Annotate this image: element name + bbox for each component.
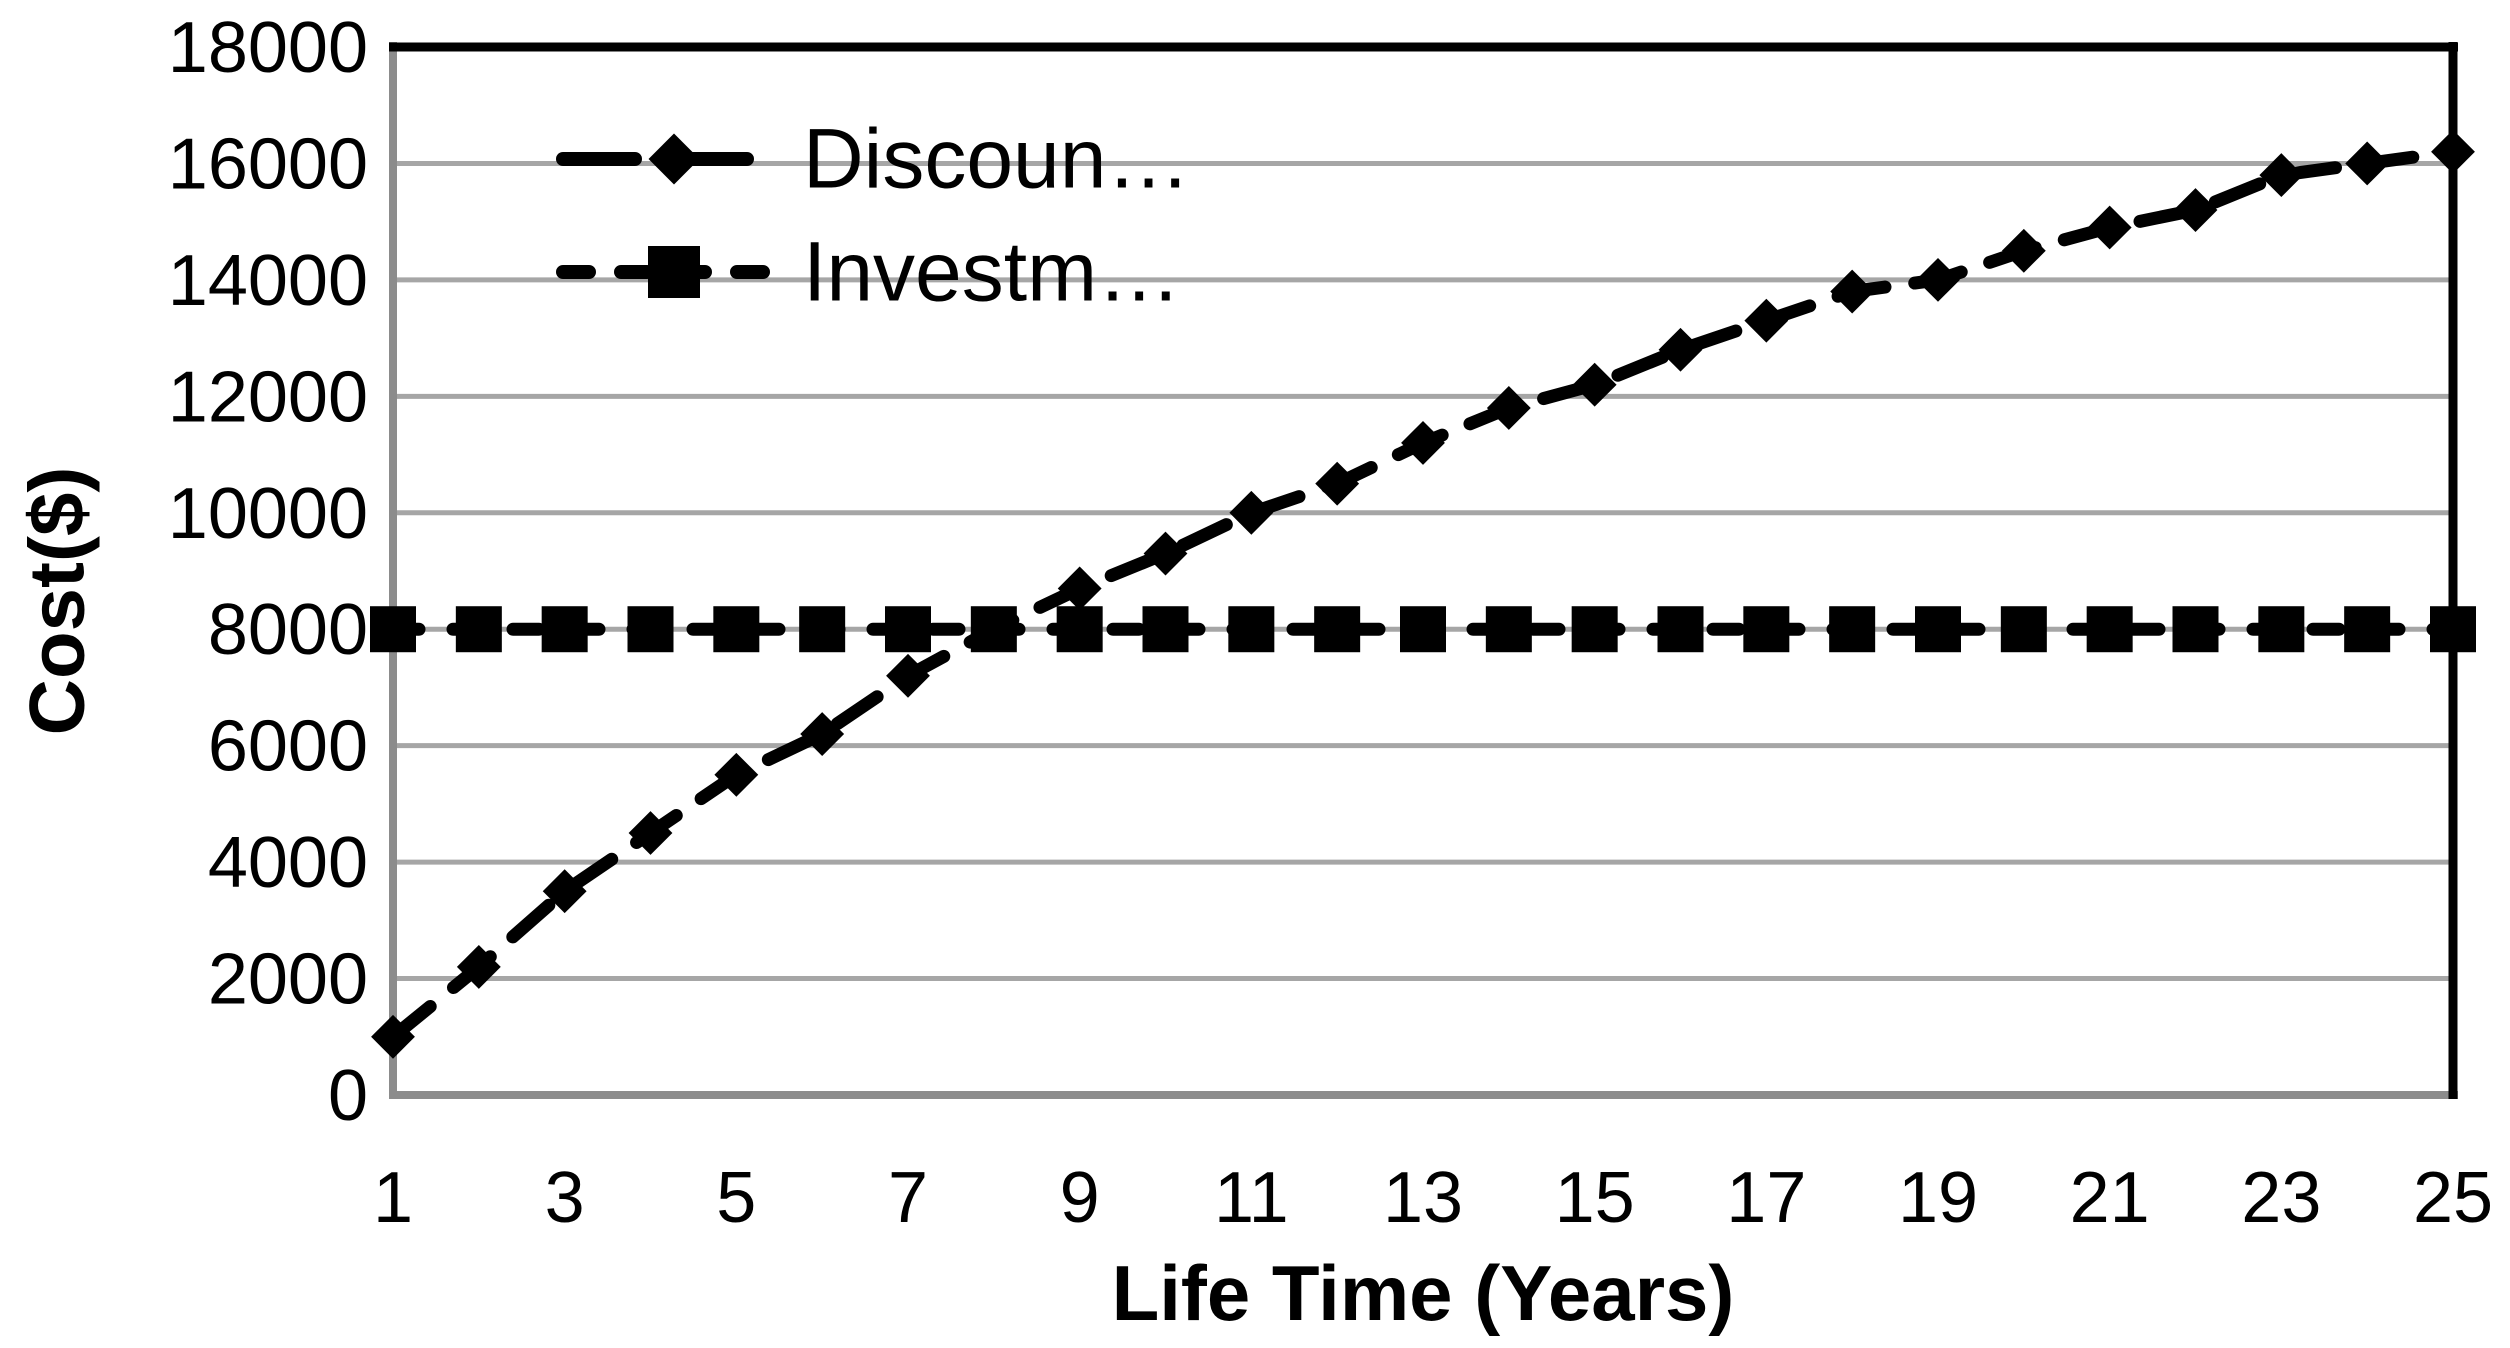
- y-tick-label: 18000: [168, 8, 368, 88]
- square-marker: [2000, 606, 2047, 653]
- square-marker: [370, 606, 416, 653]
- y-axis-title: Cost($): [12, 466, 101, 736]
- square-marker: [2172, 606, 2219, 653]
- square-marker: [799, 606, 846, 653]
- x-tick-label: 23: [2241, 1158, 2321, 1238]
- diamond-marker: [1916, 257, 1960, 302]
- square-marker: [1571, 606, 1618, 653]
- diamond-marker: [371, 1014, 415, 1059]
- diamond-marker: [1315, 461, 1360, 506]
- legend-label-investment: Investm…: [803, 224, 1182, 319]
- y-tick-label: 16000: [168, 124, 368, 204]
- square-marker: [1056, 606, 1103, 653]
- y-tick-label: 0: [328, 1056, 368, 1136]
- square-marker: [1400, 606, 1446, 653]
- x-tick-label: 3: [545, 1158, 585, 1238]
- x-tick-label: 11: [1214, 1158, 1289, 1238]
- diamond-marker: [456, 944, 501, 989]
- diamond-marker: [1486, 386, 1531, 430]
- diamond-marker: [971, 607, 1016, 652]
- square-marker: [2430, 606, 2476, 653]
- y-tick-label: 12000: [168, 357, 368, 437]
- y-tick-label: 10000: [168, 474, 368, 554]
- x-tick-label: 17: [1726, 1158, 1806, 1238]
- diamond-marker: [2173, 188, 2218, 232]
- diamond-marker: [1572, 362, 1617, 407]
- x-tick-label: 9: [1060, 1158, 1100, 1238]
- x-tick-label: 5: [716, 1158, 756, 1238]
- y-tick-label: 6000: [208, 707, 368, 787]
- y-tick-label: 14000: [168, 241, 368, 321]
- legend-label-discounted: Discoun…: [803, 111, 1191, 206]
- axes: [389, 42, 2458, 1099]
- diamond-marker: [800, 712, 845, 756]
- diamond-marker: [2087, 205, 2132, 250]
- square-marker: [541, 606, 588, 653]
- square-marker: [1314, 606, 1361, 653]
- x-tick-label: 1: [373, 1158, 413, 1238]
- square-marker: [455, 606, 502, 653]
- x-axis-title: Life Time (Years): [1111, 1249, 1735, 1337]
- square-marker: [1829, 606, 1876, 653]
- diamond-marker: [542, 869, 587, 914]
- x-tick-label: 19: [1898, 1158, 1978, 1238]
- square-marker: [2258, 606, 2305, 653]
- square-marker: [1485, 606, 1532, 653]
- discounted-line: [386, 145, 2460, 1044]
- diamond-marker: [628, 811, 673, 855]
- diamond-marker: [1658, 327, 1703, 372]
- y-tick-label: 4000: [208, 823, 368, 903]
- square-marker: [1142, 606, 1189, 653]
- diamond-marker: [1744, 298, 1789, 343]
- diamond-marker: [1830, 269, 1875, 314]
- diamond-marker: [2431, 129, 2475, 174]
- x-tick-label: 25: [2413, 1158, 2493, 1238]
- y-tick-labels: 0 2000 4000 6000 8000 10000 12000 14000 16000 180…: [168, 8, 368, 1136]
- diamond-marker: [2259, 153, 2304, 198]
- square-marker: [1657, 606, 1704, 653]
- square-marker: [713, 606, 760, 653]
- diamond-marker: [1401, 420, 1445, 465]
- square-marker: [2086, 606, 2133, 653]
- square-marker: [1228, 606, 1275, 653]
- square-marker: [648, 246, 700, 298]
- diamond-marker: [2001, 228, 2046, 273]
- y-tick-label: 2000: [208, 940, 368, 1020]
- x-tick-label: 13: [1383, 1158, 1463, 1238]
- diamond-marker: [714, 752, 759, 797]
- diamond-marker: [648, 133, 700, 185]
- square-marker: [1915, 606, 1961, 653]
- legend: [556, 133, 792, 298]
- diamond-marker: [1143, 531, 1188, 576]
- x-tick-label: 15: [1555, 1158, 1635, 1238]
- diamond-marker: [2345, 141, 2390, 186]
- square-marker: [627, 606, 674, 653]
- diamond-marker: [1229, 490, 1274, 535]
- diamond-marker: [1057, 566, 1102, 611]
- x-tick-label: 21: [2070, 1158, 2150, 1238]
- square-marker: [1743, 606, 1790, 653]
- diamond-marker: [886, 653, 930, 698]
- x-tick-label: 7: [888, 1158, 928, 1238]
- series-investment: [370, 606, 2476, 653]
- square-marker: [885, 606, 931, 653]
- square-marker: [2344, 606, 2391, 653]
- y-tick-label: 8000: [208, 590, 368, 670]
- x-tick-labels: 1 3 5 7 9 11 13 15 17 19 21 23 25: [373, 1158, 2493, 1238]
